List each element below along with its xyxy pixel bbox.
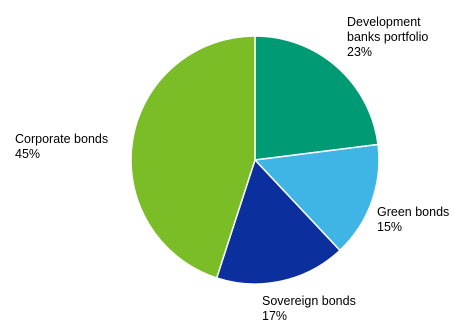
slice-value-green-bonds: 15% (377, 220, 402, 234)
slice-name-sovereign-bonds: Sovereign bonds (262, 294, 356, 308)
slice-value-corporate-bonds: 45% (15, 147, 40, 161)
pie-slice-sovereign-bonds (215, 159, 341, 285)
pie-slice-green-bonds (254, 143, 380, 252)
slice-name-green-bonds: Green bonds (377, 205, 449, 219)
slice-label-sovereign-bonds: Sovereign bonds 17% (262, 294, 359, 323)
slice-label-line-2: banks portfolio (347, 30, 428, 44)
slice-label-corporate-bonds: Corporate bonds 45% (15, 132, 112, 161)
slice-label-development-banks: Development banks portfolio 23% (347, 15, 432, 59)
pie-slice-corporate-bonds (130, 35, 256, 279)
pie-slice-development-banks-portfolio (254, 35, 379, 161)
slice-value-development-banks: 23% (347, 45, 372, 59)
slice-name-corporate-bonds: Corporate bonds (15, 132, 108, 146)
slice-value-sovereign-bonds: 17% (262, 309, 287, 323)
slice-label-green-bonds: Green bonds 15% (377, 205, 453, 234)
slice-label-line-1: Development (347, 15, 421, 29)
pie-slices (130, 35, 380, 285)
